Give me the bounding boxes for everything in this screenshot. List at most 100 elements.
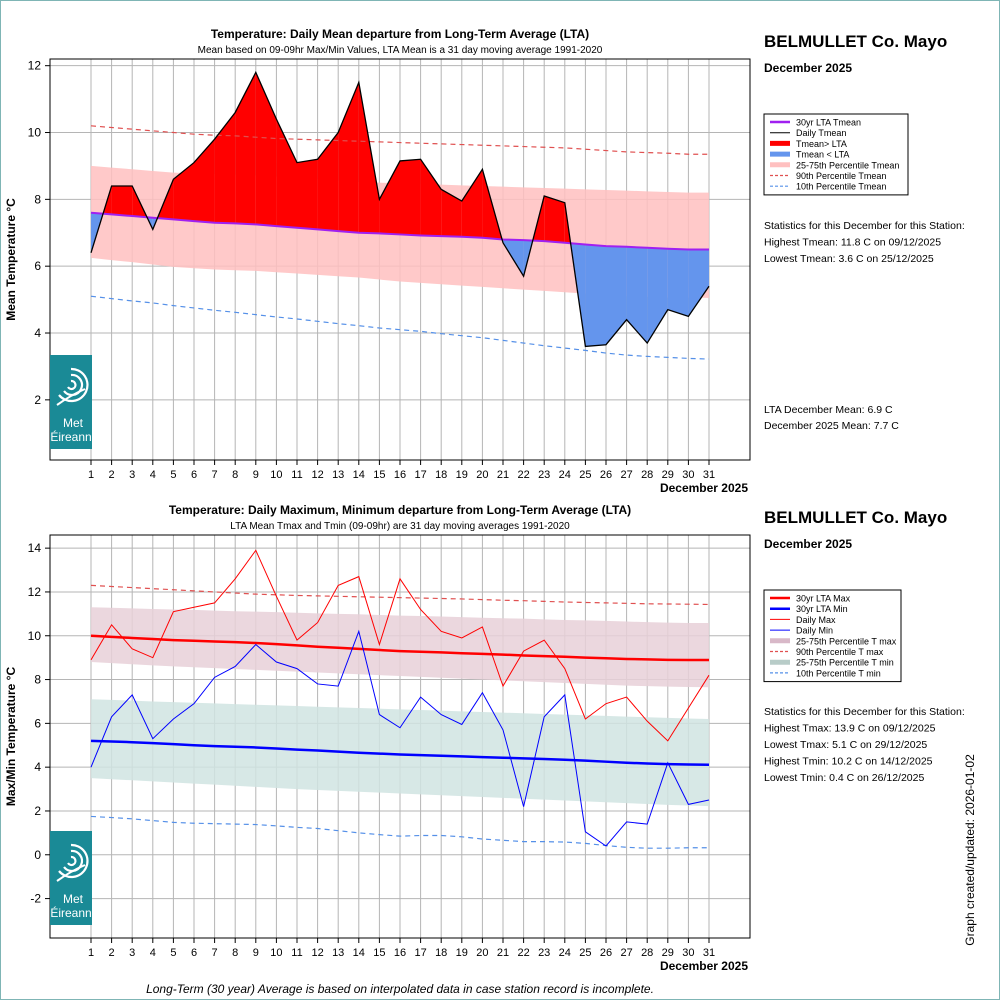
p1-x-axis-label: December 2025 [660,481,748,495]
x-tick-label: 16 [394,469,406,481]
legend-label: 25-75th Percentile T min [796,658,894,668]
p2-line-90th-percentile-tmax [90,584,710,606]
x-tick-label: 28 [641,947,653,959]
x-tick-label: 27 [620,469,632,481]
x-tick-label: 21 [497,947,509,959]
graph-created-label: Graph created/updated: 2026-01-02 [963,754,977,946]
p2-stats-line: Highest Tmin: 10.2 C on 14/12/2025 [764,756,933,768]
p2-y-axis-label: Max/Min Temperature °C [4,667,18,807]
x-tick-label: 18 [435,947,447,959]
departure-fill [585,244,606,347]
p1-line-daily-tmean [90,70,710,348]
x-tick-label: 1 [88,947,94,959]
departure-fill [276,119,297,228]
departure-fill [255,72,277,227]
p1-stats-line: Highest Tmean: 11.8 C on 09/12/2025 [764,237,941,249]
x-tick-label: 3 [129,469,135,481]
logo-text-met: Met [63,892,84,906]
legend-label: 25-75th Percentile T max [796,636,897,646]
x-tick-label: 7 [212,469,218,481]
x-tick-label: 9 [253,947,259,959]
departure-fill [420,159,442,237]
departure-fill [544,196,565,243]
x-tick-label: 6 [191,469,197,481]
legend-box [763,589,902,683]
swirl-tail-icon [56,388,86,406]
departure-fill [400,159,421,236]
x-tick-label: 25 [579,469,591,481]
x-tick-label: 4 [150,469,156,481]
x-tick-label: 15 [373,947,385,959]
x-tick-label: 30 [682,469,694,481]
departure-fill [667,248,689,317]
legend-label: Daily Max [796,615,836,625]
y-tick-label: 12 [28,585,42,599]
p2-line-lta-min [90,739,710,767]
p1-line-lta-tmean [90,211,709,251]
departure-fill [358,82,380,234]
x-tick-label: 17 [414,947,426,959]
p2-stats-line: Statistics for this December for this St… [764,706,965,718]
footer-note: Long-Term (30 year) Average is based on … [146,982,654,996]
x-tick-label: 29 [662,947,674,959]
x-tick-label: 8 [232,947,238,959]
departure-fill [626,246,648,344]
logo-text-eireann: Éireann [50,905,91,920]
x-tick-label: 18 [435,469,447,481]
x-tick-label: 24 [559,469,571,481]
x-tick-label: 19 [456,469,468,481]
x-tick-label: 8 [232,469,238,481]
p1-line-90th-percentile [90,125,709,155]
p1-stats-line: Lowest Tmean: 3.6 C on 25/12/2025 [764,253,934,265]
x-tick-label: 21 [497,469,509,481]
logo-text-eireann: Éireann [50,429,91,444]
p2-band-25-75th-percentile-t-max [91,607,709,688]
p2-band-25-75th-percentile-t-min [91,699,709,807]
y-tick-label: 2 [34,393,41,407]
y-tick-label: 14 [28,541,42,555]
p1-y-axis-label: Mean Temperature °C [4,198,18,321]
x-tick-label: 11 [291,469,302,481]
x-tick-label: 10 [270,469,282,481]
x-tick-label: 24 [559,947,571,959]
y-tick-label: 12 [28,59,42,73]
departure-fill [317,132,339,232]
departure-fill [338,82,359,233]
y-tick-label: 2 [34,804,41,818]
p2-line-daily-max [90,549,710,742]
p1-means-line: December 2025 Mean: 7.7 C [764,420,899,432]
x-tick-label: 1 [88,469,94,481]
y-tick-label: 6 [34,259,41,273]
departure-fill [606,246,627,345]
departure-fill [379,160,400,235]
x-tick-label: 25 [579,947,591,959]
x-tick-label: 16 [394,947,406,959]
departure-fill [688,249,709,317]
x-tick-label: 12 [311,469,323,481]
y-tick-label: -2 [30,892,41,906]
x-tick-label: 20 [476,469,488,481]
departure-fill [214,112,236,224]
p1-period-label: December 2025 [764,61,852,75]
legend-label: 10th Percentile Tmean [796,182,886,192]
y-tick-label: 4 [34,326,41,340]
y-tick-label: 0 [34,848,41,862]
x-tick-label: 29 [662,469,674,481]
departure-fill [111,185,133,217]
legend-label: 10th Percentile T min [796,668,881,678]
p1-line-10th-percentile [90,295,710,360]
departure-fill [194,139,215,223]
p2-stats-line: Lowest Tmax: 5.1 C on 29/12/2025 [764,739,927,751]
y-tick-label: 8 [34,673,41,687]
x-tick-label: 30 [682,947,694,959]
p2-chart-subtitle: LTA Mean Tmax and Tmin (09-09hr) are 31 … [230,521,570,532]
x-tick-label: 15 [373,469,385,481]
x-tick-label: 7 [212,947,218,959]
legend-label: Daily Tmean [796,128,846,138]
p2-x-axis-label: December 2025 [660,959,748,973]
legend-label: 30yr LTA Min [796,604,848,614]
departure-fill [441,189,462,237]
x-tick-label: 31 [703,469,715,481]
